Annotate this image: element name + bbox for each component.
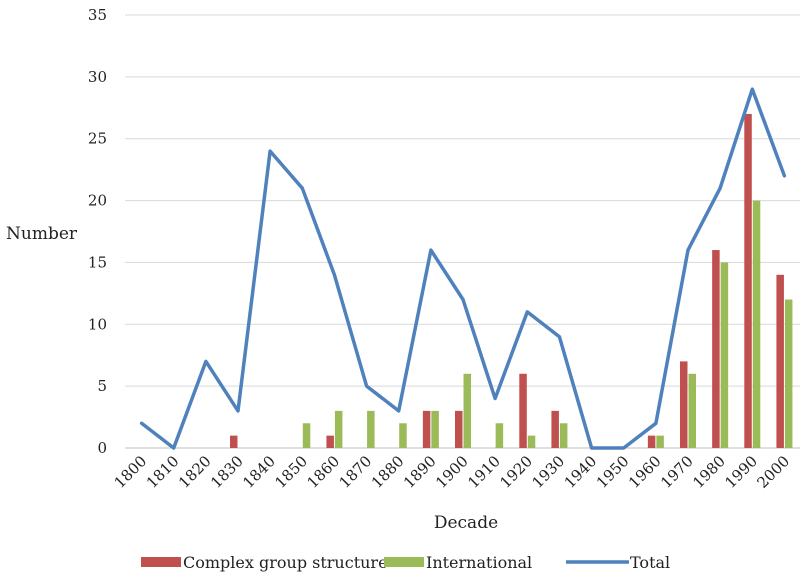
x-tick-label: 1930 xyxy=(529,452,569,492)
x-tick-label: 1870 xyxy=(336,452,376,492)
bar-complex-group-structure-1890 xyxy=(422,410,431,448)
x-tick-label: 1950 xyxy=(593,452,633,492)
x-tick-label: 1910 xyxy=(464,452,504,492)
bars xyxy=(230,113,793,448)
bar-international-1880 xyxy=(399,423,407,448)
x-tick-label: 1940 xyxy=(561,452,601,492)
y-tick-label: 10 xyxy=(88,315,107,333)
x-tick-label: 1890 xyxy=(400,452,440,492)
series-line-total xyxy=(139,87,787,450)
bar-complex-group-structure-1860 xyxy=(326,435,334,448)
x-axis-tick-labels: 1800181018201830184018501860187018801890… xyxy=(111,452,794,492)
x-tick-label: 1810 xyxy=(143,452,183,492)
bar-complex-group-structure-1990 xyxy=(744,113,752,448)
bar-international-1850 xyxy=(302,423,311,448)
legend-label: Complex group structure xyxy=(183,553,388,572)
y-tick-label: 5 xyxy=(97,377,107,395)
x-tick-label: 1980 xyxy=(689,452,729,492)
legend-swatch xyxy=(141,557,181,567)
bar-international-2000 xyxy=(784,299,793,448)
x-tick-label: 1900 xyxy=(432,452,472,492)
bar-international-1960 xyxy=(656,435,664,448)
bar-international-1970 xyxy=(688,373,696,448)
x-tick-label: 1960 xyxy=(625,452,665,492)
bar-complex-group-structure-1830 xyxy=(230,435,238,448)
x-tick-label: 1880 xyxy=(368,452,408,492)
y-tick-label: 25 xyxy=(88,130,107,148)
x-tick-label: 1800 xyxy=(111,452,151,492)
y-tick-label: 20 xyxy=(88,192,107,210)
legend-swatch xyxy=(384,557,424,567)
x-tick-label: 1990 xyxy=(721,452,761,492)
x-tick-label: 1970 xyxy=(657,452,697,492)
bar-complex-group-structure-1920 xyxy=(519,373,527,448)
y-tick-label: 35 xyxy=(88,6,107,24)
y-tick-label: 15 xyxy=(88,253,107,271)
bar-international-1980 xyxy=(720,262,729,448)
bar-international-1990 xyxy=(752,200,761,448)
bar-international-1890 xyxy=(431,410,439,448)
bar-international-1860 xyxy=(334,410,343,448)
y-axis-title: Number xyxy=(6,224,78,244)
y-axis-tick-labels: 0 5 10 15 20 25 30 35 xyxy=(88,6,107,457)
x-axis-title: Decade xyxy=(434,513,498,533)
y-tick-label: 0 xyxy=(97,439,107,457)
bar-international-1910 xyxy=(495,423,504,448)
bar-complex-group-structure-1970 xyxy=(680,361,688,448)
bar-complex-group-structure-1930 xyxy=(551,410,559,448)
bar-complex-group-structure-1960 xyxy=(647,435,656,448)
x-tick-label: 1860 xyxy=(304,452,344,492)
y-tick-label: 30 xyxy=(88,68,107,86)
x-tick-label: 1850 xyxy=(271,452,311,492)
bar-international-1930 xyxy=(559,423,568,448)
legend-label: Total xyxy=(630,553,670,572)
gridlines xyxy=(125,14,800,387)
legend: Complex group structure International Tota… xyxy=(141,553,670,572)
bar-international-1920 xyxy=(527,435,536,448)
x-tick-label: 1820 xyxy=(175,452,215,492)
x-tick-label: 1830 xyxy=(207,452,247,492)
bar-international-1900 xyxy=(463,373,471,448)
total-line xyxy=(139,87,787,450)
legend-label: International xyxy=(426,553,532,572)
x-tick-label: 2000 xyxy=(754,452,794,492)
x-tick-label: 1840 xyxy=(239,452,279,492)
bar-complex-group-structure-1900 xyxy=(455,410,463,448)
bar-complex-group-structure-2000 xyxy=(776,274,784,448)
bar-international-1870 xyxy=(367,410,375,448)
bar-complex-group-structure-1980 xyxy=(712,250,720,448)
x-tick-label: 1920 xyxy=(496,452,536,492)
